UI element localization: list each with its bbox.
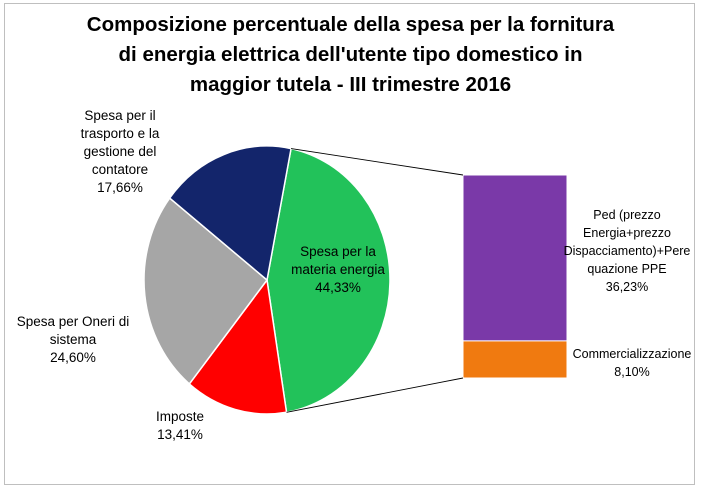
slice-label-line: Spesa per Oneri di xyxy=(16,314,130,329)
title-line-2: di energia elettrica dell'utente tipo do… xyxy=(118,43,583,66)
slice-label-line: gestione del xyxy=(83,144,157,159)
pie-slice-oneri-sistema xyxy=(143,196,269,386)
connector-line-bottom xyxy=(286,377,464,413)
bar-value: 36,23% xyxy=(605,280,649,294)
slice-label-imposte: Imposte 13,41% xyxy=(140,408,220,444)
pie-slice-materia-energia xyxy=(266,147,391,414)
bar-label-line: Commercializzazione xyxy=(572,347,692,361)
bar-segment-commercializzazione xyxy=(462,340,568,379)
title-line-1: Composizione percentuale della spesa per… xyxy=(86,13,615,36)
bar-label-line: Ped (prezzo xyxy=(593,208,661,222)
pie-slice-trasporto xyxy=(168,145,292,282)
slice-value: 13,41% xyxy=(157,427,203,442)
slice-label-line: Imposte xyxy=(155,409,205,424)
slice-value: 17,66% xyxy=(97,180,143,195)
slice-value: 44,33% xyxy=(315,280,361,295)
slice-label-line: contatore xyxy=(91,162,149,177)
breakdown-bar xyxy=(462,174,568,379)
chart-title: Composizione percentuale della spesa per… xyxy=(0,10,701,100)
slice-label-line: materia energia xyxy=(291,262,385,277)
connector-lines xyxy=(286,148,464,413)
bar-label-line: quazione PPE xyxy=(587,262,667,276)
title-line-3: maggior tutela - III trimestre 2016 xyxy=(189,73,512,96)
bar-label-ped: Ped (prezzo Energia+prezzo Dispacciament… xyxy=(557,206,697,296)
connector-line-top xyxy=(290,148,464,176)
slice-label-line: Spesa per la xyxy=(300,244,376,259)
slice-label-materia-energia: Spesa per la materia energia 44,33% xyxy=(278,243,398,297)
bar-label-commercializzazione: Commercializzazione 8,10% xyxy=(567,345,697,381)
slice-label-line: trasporto e la xyxy=(80,126,160,141)
slice-label-oneri-sistema: Spesa per Oneri di sistema 24,60% xyxy=(8,313,138,367)
bar-segment-ped xyxy=(462,174,568,342)
slice-value: 24,60% xyxy=(50,350,96,365)
pie-slice-imposte xyxy=(188,278,288,415)
slice-label-line: Spesa per il xyxy=(84,108,156,123)
bar-value: 8,10% xyxy=(614,365,650,379)
bar-label-line: Energia+prezzo xyxy=(583,226,671,240)
slice-label-line: sistema xyxy=(49,332,97,347)
pie xyxy=(143,145,391,415)
bar-label-line: Dispacciamento)+Pere xyxy=(563,244,691,258)
slice-label-trasporto: Spesa per il trasporto e la gestione del… xyxy=(70,107,170,197)
